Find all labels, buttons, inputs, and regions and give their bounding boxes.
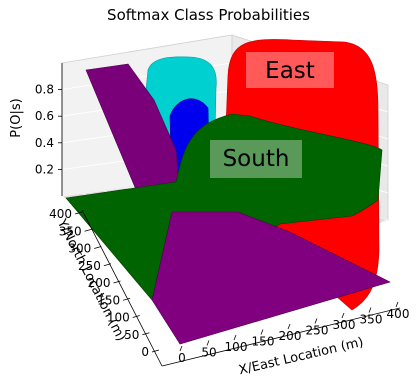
x-tick-mark <box>341 312 345 319</box>
y-tick-label: 0 <box>141 345 149 359</box>
x-tick-mark <box>395 301 399 308</box>
east-label-box <box>246 52 334 88</box>
z-axis-label: P(O|s) <box>9 98 24 137</box>
x-tick-label: 150 <box>252 335 275 349</box>
x-tick-label: 0 <box>178 351 186 365</box>
x-tick-label: 200 <box>279 329 302 343</box>
x-tick-mark <box>233 334 237 341</box>
x-tick-label: 100 <box>225 340 248 354</box>
y-tick-label: 200 <box>88 276 111 290</box>
x-tick-mark <box>206 340 210 346</box>
chart-title: Softmax Class Probabilities <box>107 6 310 24</box>
y-tick-label: 300 <box>68 242 91 256</box>
x-axis-line <box>161 307 401 367</box>
x-tick-mark <box>260 329 264 335</box>
east-label: East <box>265 58 315 84</box>
y-tick-label: 350 <box>59 224 82 238</box>
y-tick-label: 150 <box>97 293 120 307</box>
series-labels: East South <box>210 52 334 178</box>
surface-south <box>65 113 383 301</box>
y-tick-mark <box>142 332 150 336</box>
axis-lines <box>61 63 401 367</box>
x-tick-label: 300 <box>333 318 356 332</box>
y-tick-mark <box>103 263 111 267</box>
south-label-box <box>210 140 302 178</box>
z-tick-label: 0.6 <box>35 109 54 123</box>
y-tick-label: 50 <box>124 328 139 342</box>
x-tick-label: 400 <box>387 307 410 321</box>
surfaces <box>65 39 391 345</box>
x-tick-label: 50 <box>201 346 216 360</box>
y-tick-mark <box>94 246 102 249</box>
y-axis-line <box>81 209 163 367</box>
z-tick-label: 0.4 <box>35 136 54 150</box>
y-tick-label: 250 <box>78 259 101 273</box>
south-label: South <box>223 146 290 172</box>
x-tick-mark <box>179 345 183 352</box>
y-tick-mark <box>123 297 131 301</box>
y-tick-label: 400 <box>49 207 72 221</box>
z-tick-label: 0.2 <box>35 162 54 176</box>
y-tick-mark <box>113 280 121 284</box>
y-tick-label: 100 <box>107 311 130 325</box>
x-tick-mark <box>287 323 291 330</box>
y-tick-mark <box>151 349 160 353</box>
x-tick-mark <box>368 307 372 313</box>
y-tick-mark <box>74 211 83 215</box>
y-tick-mark <box>132 315 140 318</box>
x-tick-mark <box>314 318 318 324</box>
surface-purple-front <box>151 211 391 345</box>
z-tick-label: 0.8 <box>35 83 54 97</box>
x-tick-label: 350 <box>360 313 383 327</box>
y-tick-mark <box>84 228 92 232</box>
x-tick-label: 250 <box>306 324 329 338</box>
